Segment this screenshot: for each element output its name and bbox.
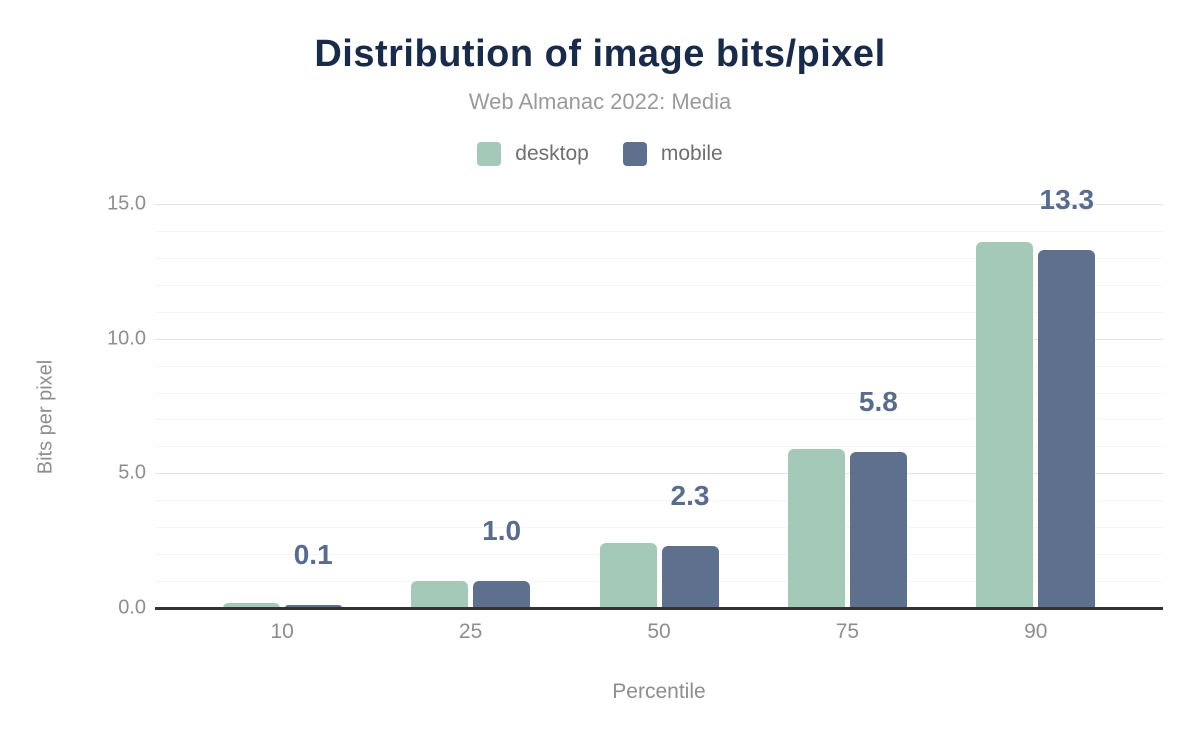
gridline: [155, 500, 1163, 502]
y-tick-label: 15.0: [107, 192, 146, 215]
gridline: [155, 204, 1163, 205]
desktop-series-swatch-icon: [477, 142, 502, 166]
data-label: 1.0: [482, 515, 522, 547]
gridline: [155, 257, 1163, 259]
bar-mobile-p10: [284, 605, 342, 608]
x-tick-label: 75: [835, 620, 860, 643]
bar-desktop-p25: [411, 581, 469, 608]
gridline: [155, 392, 1163, 394]
data-label: 2.3: [670, 480, 710, 512]
legend-label-mobile: mobile: [660, 142, 723, 165]
gridline: [155, 554, 1163, 556]
y-tick-label: 10.0: [107, 327, 146, 350]
x-tick-label: 90: [1024, 620, 1048, 643]
gridline: [155, 527, 1163, 529]
chart-subtitle: Web Almanac 2022: Media: [468, 89, 732, 114]
chart-title: Distribution of image bits/pixel: [314, 33, 886, 75]
x-tick-label: 50: [647, 620, 671, 643]
x-axis-title: Percentile: [612, 680, 706, 703]
gridline: [155, 284, 1163, 286]
bar-mobile-p25: [473, 581, 531, 608]
gridline: [155, 338, 1163, 340]
bar-desktop-p90: [976, 241, 1034, 608]
y-tick-label: 0.0: [118, 596, 146, 619]
x-tick-label: 10: [270, 620, 294, 643]
legend-item-mobile: mobile: [622, 142, 723, 166]
data-label: 0.1: [293, 539, 333, 571]
gridline: [155, 365, 1163, 367]
legend-label-desktop: desktop: [515, 142, 589, 165]
bar-mobile-p75: [849, 451, 907, 608]
bar-desktop-p75: [787, 449, 845, 608]
bar-desktop-p50: [599, 543, 657, 608]
y-axis-title: Bits per pixel: [34, 359, 57, 475]
bar-desktop-p10: [222, 602, 280, 608]
gridline: [155, 230, 1163, 232]
legend-item-desktop: desktop: [477, 142, 589, 166]
mobile-series-swatch-icon: [622, 142, 647, 166]
x-axis-line: [155, 607, 1163, 610]
y-tick-label: 5.0: [118, 461, 146, 484]
gridline: [155, 473, 1163, 475]
gridline: [155, 446, 1163, 448]
gridline: [155, 311, 1163, 313]
bar-mobile-p50: [661, 546, 719, 608]
x-tick-label: 25: [458, 620, 483, 643]
gridline: [155, 419, 1163, 421]
data-label: 13.3: [1039, 183, 1095, 215]
bar-mobile-p90: [1038, 249, 1096, 608]
gridline: [155, 581, 1163, 583]
data-label: 5.8: [858, 385, 898, 417]
legend: desktop mobile: [0, 142, 1200, 166]
